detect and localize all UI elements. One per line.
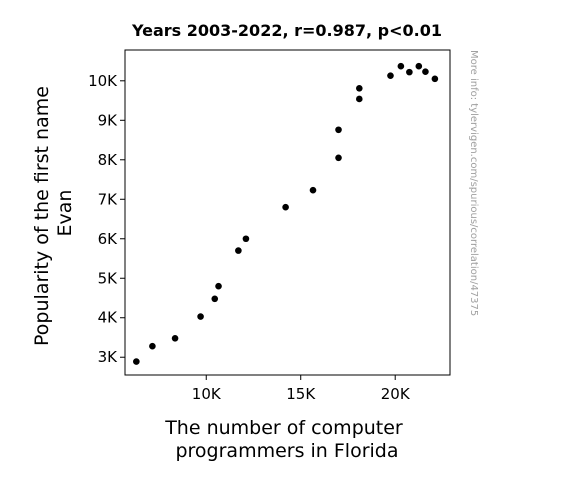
y-axis: 3K 4K 5K 6K 7K 8K 9K 10K: [88, 72, 125, 366]
data-point: [397, 62, 405, 70]
data-point: [171, 334, 179, 342]
data-point: [235, 247, 242, 254]
data-point: [242, 235, 250, 243]
y-tick-label: 5K: [98, 269, 119, 287]
data-point: [431, 75, 439, 83]
data-point: [406, 68, 413, 76]
plot-frame: [124, 49, 451, 376]
y-tick-label: 3K: [98, 348, 119, 366]
data-point: [356, 85, 363, 92]
y-tick-label: 4K: [98, 309, 119, 327]
data-point: [133, 358, 140, 365]
y-tick-label: 8K: [98, 151, 119, 169]
y-tick-label: 10K: [88, 72, 118, 90]
y-axis-label-line-1: Popularity of the first name: [31, 86, 53, 346]
x-axis-label-line-1: The number of computer: [164, 417, 403, 439]
data-point: [415, 62, 423, 70]
x-tick-label: 20K: [381, 385, 411, 403]
x-axis: 10K 15K 20K: [192, 375, 411, 403]
x-axis-label-line-2: programmers in Florida: [175, 440, 398, 462]
x-tick-label: 15K: [286, 385, 316, 403]
data-point: [211, 295, 219, 303]
data-point: [215, 282, 222, 290]
data-point: [197, 313, 204, 320]
data-point: [422, 68, 429, 76]
x-axis-label: The number of computer programmers in Fl…: [164, 417, 409, 462]
data-point: [309, 186, 317, 194]
data-point: [356, 95, 363, 103]
y-tick-label: 7K: [98, 190, 119, 208]
y-tick-label: 9K: [98, 111, 119, 129]
data-point: [387, 72, 394, 79]
data-point: [149, 342, 156, 350]
data-point: [282, 203, 289, 211]
data-points: [133, 62, 439, 365]
y-axis-label-line-2: Evan: [54, 190, 76, 237]
chart-title: Years 2003-2022, r=0.987, p<0.01: [131, 21, 442, 40]
y-axis-label: Popularity of the first name Evan: [31, 80, 76, 346]
y-tick-label: 6K: [98, 230, 119, 248]
x-tick-label: 10K: [192, 385, 222, 403]
watermark-text: More info: tylervigen.com/spurious/corre…: [468, 50, 479, 316]
data-point: [335, 126, 342, 134]
data-point: [335, 154, 342, 162]
plot-area: [124, 49, 451, 376]
